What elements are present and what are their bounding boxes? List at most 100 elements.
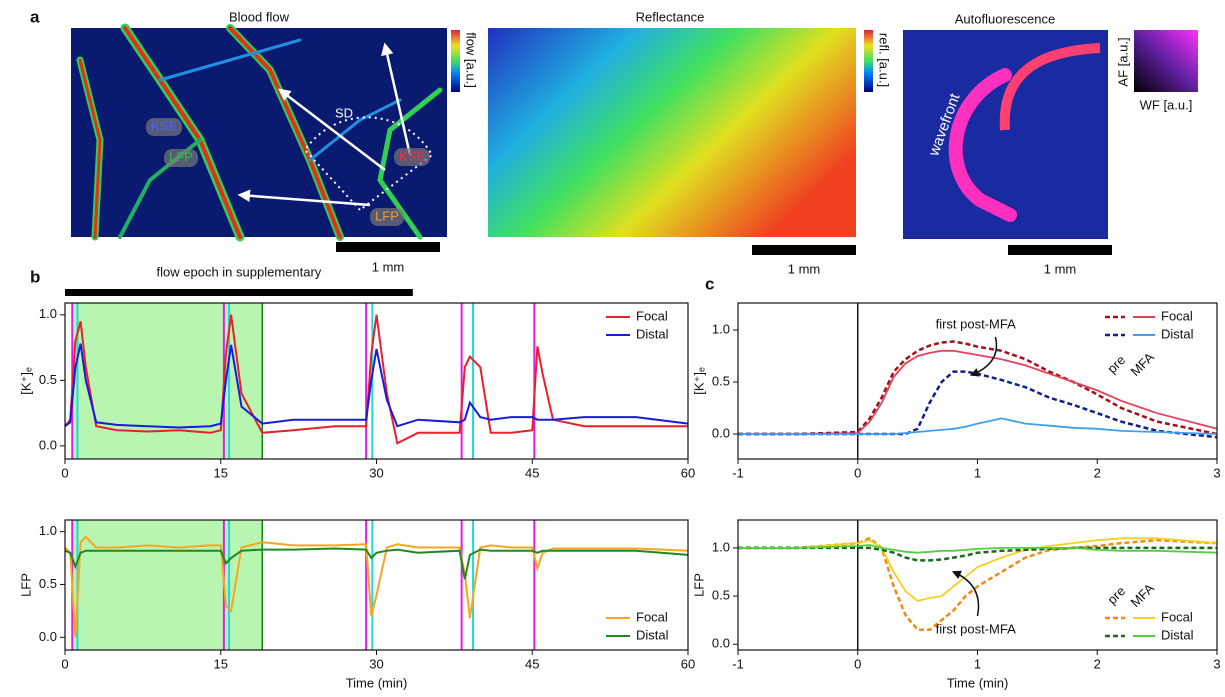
image-title: Autofluorescence bbox=[955, 11, 1055, 26]
panel-label: b bbox=[30, 267, 40, 286]
x-tick-label: 2 bbox=[1094, 656, 1101, 671]
x-tick-label: 30 bbox=[369, 465, 383, 480]
x-tick-label: 0 bbox=[61, 656, 68, 671]
colorbar bbox=[864, 30, 873, 92]
series-line-pre bbox=[738, 536, 1218, 632]
y-tick-label: 1.0 bbox=[39, 306, 57, 321]
shaded-region bbox=[73, 303, 263, 459]
shaded-region bbox=[73, 520, 263, 650]
y-tick-label: 0.5 bbox=[712, 373, 730, 388]
series-line bbox=[738, 544, 1218, 554]
image-label: KSE bbox=[151, 118, 177, 133]
x-tick-label: -1 bbox=[732, 656, 744, 671]
epoch-label: flow epoch in supplementary bbox=[157, 264, 322, 279]
x-tick-label: 45 bbox=[525, 465, 539, 480]
panel-label: a bbox=[30, 7, 40, 26]
legend-label: Distal bbox=[636, 627, 669, 642]
colorbar-label: refl. [a.u.] bbox=[877, 33, 892, 87]
x-axis-label: Time (min) bbox=[346, 675, 408, 690]
colorbar-label: flow [a.u.] bbox=[464, 32, 479, 88]
reflectance-image bbox=[488, 28, 856, 237]
y-tick-label: 0.5 bbox=[39, 372, 57, 387]
legend-condition: MFA bbox=[1127, 580, 1157, 610]
legend-label: Distal bbox=[636, 326, 669, 341]
plot-frame bbox=[737, 519, 1218, 651]
annotation-arrow bbox=[969, 336, 998, 377]
x-tick-label: -1 bbox=[732, 465, 744, 480]
scale-bar bbox=[336, 242, 440, 252]
legend-label: Focal bbox=[1161, 308, 1193, 323]
image-label: KSE bbox=[399, 148, 425, 163]
series-line bbox=[64, 547, 689, 580]
y-tick-label: 1.0 bbox=[712, 539, 730, 554]
colorbar-2d bbox=[1134, 30, 1198, 92]
legend-label: Focal bbox=[1161, 609, 1193, 624]
annotation-arrow bbox=[951, 570, 980, 617]
x-tick-label: 1 bbox=[974, 656, 981, 671]
series-line bbox=[64, 343, 689, 429]
legend-label: Focal bbox=[636, 609, 668, 624]
annotation: first post-MFA bbox=[936, 621, 1017, 636]
legend-label: Distal bbox=[1161, 627, 1194, 642]
y-tick-label: 0.0 bbox=[712, 636, 730, 651]
scale-bar-label: 1 mm bbox=[788, 261, 821, 276]
legend-label: Focal bbox=[636, 308, 668, 323]
series-line bbox=[738, 537, 1218, 602]
series-line bbox=[738, 349, 1218, 435]
y-axis-label: [K⁺]ₑ bbox=[691, 367, 706, 395]
legend-condition: pre bbox=[1104, 352, 1128, 376]
legend-condition: pre bbox=[1104, 583, 1128, 607]
image-label: LFP bbox=[169, 149, 193, 164]
x-tick-label: 1 bbox=[974, 465, 981, 480]
x-tick-label: 60 bbox=[681, 656, 695, 671]
x-tick-label: 60 bbox=[681, 465, 695, 480]
y-axis-label: LFP bbox=[18, 573, 33, 597]
image-title: Reflectance bbox=[636, 9, 705, 24]
x-axis-label: Time (min) bbox=[947, 675, 1009, 690]
scale-bar bbox=[1008, 245, 1112, 255]
y-tick-label: 1.0 bbox=[39, 523, 57, 538]
series-line-pre bbox=[738, 370, 1218, 439]
image-title: Blood flow bbox=[229, 9, 290, 24]
scale-bar-label: 1 mm bbox=[372, 259, 405, 274]
y-tick-label: 1.0 bbox=[712, 321, 730, 336]
panel-label: c bbox=[705, 274, 714, 293]
plot-frame bbox=[64, 302, 689, 460]
colorbar-label: WF [a.u.] bbox=[1140, 97, 1193, 112]
y-tick-label: 0.0 bbox=[39, 437, 57, 452]
x-tick-label: 3 bbox=[1213, 656, 1220, 671]
legend-condition: MFA bbox=[1127, 349, 1157, 379]
y-axis-label: [K⁺]ₑ bbox=[18, 367, 33, 395]
y-tick-label: 0.5 bbox=[39, 576, 57, 591]
x-tick-label: 2 bbox=[1094, 465, 1101, 480]
x-tick-label: 0 bbox=[854, 465, 861, 480]
plot-frame bbox=[64, 519, 689, 651]
scale-bar-label: 1 mm bbox=[1044, 261, 1077, 276]
series-line-pre bbox=[738, 546, 1217, 562]
blood-flow-image bbox=[71, 23, 447, 242]
scale-bar bbox=[752, 245, 856, 255]
series-line bbox=[738, 417, 1218, 435]
epoch-bar bbox=[65, 289, 413, 296]
colorbar-label: AF [a.u.] bbox=[1115, 37, 1130, 86]
x-tick-label: 0 bbox=[854, 656, 861, 671]
autofluorescence-image bbox=[903, 30, 1108, 239]
x-tick-label: 30 bbox=[369, 656, 383, 671]
y-axis-label: LFP bbox=[691, 573, 706, 597]
y-tick-label: 0.0 bbox=[39, 629, 57, 644]
y-tick-label: 0.0 bbox=[712, 425, 730, 440]
series-line bbox=[64, 314, 688, 445]
image-label: LFP bbox=[375, 208, 399, 223]
x-tick-label: 15 bbox=[214, 465, 228, 480]
x-tick-label: 3 bbox=[1213, 465, 1220, 480]
plot-frame bbox=[737, 302, 1218, 460]
x-tick-label: 15 bbox=[214, 656, 228, 671]
annotation: first post-MFA bbox=[936, 316, 1017, 331]
x-tick-label: 45 bbox=[525, 656, 539, 671]
y-tick-label: 0.5 bbox=[712, 588, 730, 603]
image-label: SD bbox=[335, 105, 353, 120]
legend-label: Distal bbox=[1161, 326, 1194, 341]
x-tick-label: 0 bbox=[61, 465, 68, 480]
